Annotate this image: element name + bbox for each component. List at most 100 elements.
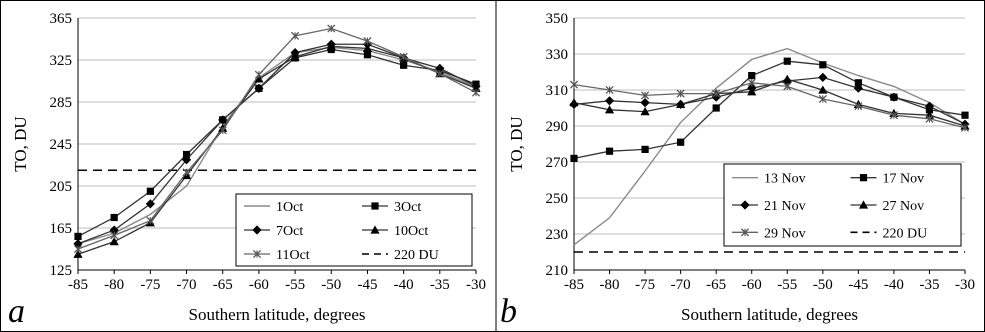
x-tick-label: -65	[213, 277, 233, 293]
data-point	[641, 145, 649, 153]
x-tick-label: -40	[884, 277, 904, 293]
data-point	[181, 155, 192, 165]
data-point	[182, 150, 191, 159]
data-point	[604, 96, 615, 106]
x-tick-label: -50	[813, 277, 833, 293]
panel-letter: a	[8, 293, 25, 330]
legend-marker	[740, 200, 750, 210]
series-line	[573, 47, 966, 246]
x-tick-label: -55	[777, 277, 797, 293]
x-tick-label: -85	[68, 277, 88, 293]
legend: 1Oct 3Oct 7Oct 10Oct 11Oct 220 DU	[235, 193, 473, 267]
data-point	[254, 74, 264, 83]
x-tick-label: -75	[140, 277, 160, 293]
x-tick-label: -55	[285, 277, 305, 293]
y-tick-label: 250	[546, 191, 569, 207]
x-tick-label: -70	[177, 277, 197, 293]
y-axis-label: TO, DU	[11, 116, 30, 171]
data-point	[819, 61, 827, 69]
data-point	[889, 111, 898, 120]
y-tick-label: 270	[546, 155, 569, 171]
x-tick-label: -80	[600, 277, 620, 293]
data-point	[435, 69, 444, 78]
legend-item: 220 DU	[850, 226, 927, 241]
data-point	[182, 168, 191, 177]
data-point	[73, 244, 83, 254]
x-tick-label: -50	[321, 277, 341, 293]
data-point	[818, 72, 828, 82]
y-tick-label: 230	[546, 227, 569, 243]
data-point	[712, 104, 720, 112]
data-point	[74, 232, 82, 240]
series-line	[573, 82, 966, 129]
data-point	[712, 89, 721, 98]
data-point	[605, 85, 614, 95]
data-point	[363, 37, 372, 46]
data-point	[925, 114, 934, 123]
y-tick-label: 125	[50, 263, 73, 279]
legend-marker	[252, 249, 262, 259]
legend-item: 27 Nov	[850, 199, 925, 214]
legend-item: 7Oct	[244, 224, 303, 239]
x-tick-label: -60	[742, 277, 762, 293]
data-point	[569, 80, 579, 89]
series-line	[77, 46, 477, 245]
legend-label: 220 DU	[394, 248, 439, 263]
y-tick-label: 205	[50, 179, 73, 195]
legend-item: 3Oct	[362, 200, 421, 215]
legend-label: 1Oct	[276, 200, 303, 215]
data-point	[604, 105, 615, 114]
legend-item: 21 Nov	[732, 199, 806, 214]
x-tick-label: -85	[564, 277, 584, 293]
x-tick-label: -70	[671, 277, 691, 293]
legend-item: 11Oct	[244, 248, 310, 263]
y-axis-label: TO, DU	[507, 116, 526, 171]
x-tick-label: -30	[955, 277, 975, 293]
data-point	[218, 126, 227, 135]
legend-label: 7Oct	[276, 224, 303, 239]
data-point	[818, 94, 827, 104]
data-point	[471, 88, 481, 97]
data-point	[254, 83, 264, 93]
y-tick-label: 245	[50, 137, 73, 153]
x-axis-label: Southern latitude, degrees	[681, 305, 858, 324]
legend-label: 17 Nov	[883, 172, 925, 187]
data-point	[640, 107, 650, 116]
legend-item: 1Oct	[244, 200, 303, 215]
x-tick-label: -35	[430, 277, 450, 293]
data-point	[145, 199, 155, 209]
data-point	[641, 91, 650, 100]
data-point	[961, 111, 969, 119]
legend-marker	[858, 200, 869, 209]
data-point	[569, 98, 579, 107]
legend-item: 220 DU	[362, 248, 439, 263]
data-point	[677, 138, 685, 146]
series-line	[77, 27, 477, 250]
data-point	[399, 52, 408, 61]
legend-label: 3Oct	[394, 200, 421, 215]
x-tick-label: -35	[919, 277, 939, 293]
x-tick-label: -30	[466, 277, 486, 293]
y-tick-label: 365	[50, 11, 73, 27]
data-point	[290, 52, 300, 61]
legend-item: 10Oct	[362, 224, 428, 239]
y-tick-label: 285	[50, 95, 73, 111]
series-line	[573, 78, 966, 127]
x-tick-label: -60	[249, 277, 269, 293]
x-tick-label: -75	[635, 277, 655, 293]
data-point	[853, 83, 863, 93]
data-point	[146, 216, 155, 225]
y-tick-label: 325	[50, 53, 73, 69]
data-point	[782, 74, 792, 83]
x-tick-label: -45	[848, 277, 868, 293]
data-point	[327, 24, 336, 33]
legend-marker	[859, 174, 868, 182]
data-point	[363, 51, 372, 59]
y-tick-label: 210	[546, 263, 569, 279]
data-point	[326, 41, 336, 50]
legend-marker	[252, 225, 262, 235]
data-point	[400, 61, 408, 69]
legend-label: 27 Nov	[883, 199, 925, 214]
data-point	[110, 231, 119, 240]
data-point	[818, 85, 828, 94]
